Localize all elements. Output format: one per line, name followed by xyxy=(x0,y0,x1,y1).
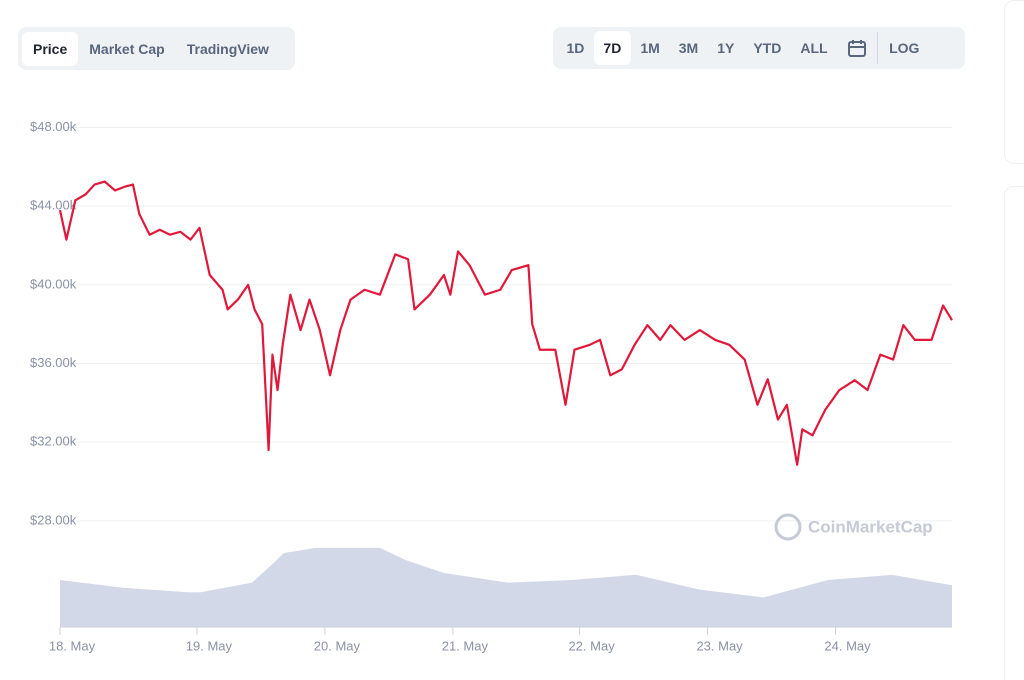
button[interactable]: TradingView xyxy=(186,40,269,57)
button[interactable]: 7D xyxy=(593,31,631,65)
y-tick-label: $36.00k xyxy=(30,355,77,370)
y-tick-label: $28.00k xyxy=(30,512,77,527)
button[interactable]: 3M xyxy=(678,40,699,56)
price-line xyxy=(58,180,953,466)
button[interactable]: 1D xyxy=(566,40,585,56)
x-tick-label: 18. May xyxy=(49,638,96,653)
x-tick-label: 21. May xyxy=(442,638,489,653)
y-tick-label: $40.00k xyxy=(30,276,77,291)
watermark-text: CoinMarketCap xyxy=(808,517,933,536)
x-tick-label: 24. May xyxy=(824,638,871,653)
volume-area xyxy=(60,547,952,627)
x-tick-label: 19. May xyxy=(186,638,233,653)
button[interactable]: 1Y xyxy=(717,40,735,56)
x-tick-label: 22. May xyxy=(568,638,615,653)
tab-group: Price Market Cap TradingView xyxy=(18,27,295,70)
range-group: 1D 7D 1M 3M 1Y YTD ALL LOG xyxy=(553,27,965,69)
side-panel xyxy=(1004,186,1024,680)
x-tick-label: 23. May xyxy=(696,638,743,653)
button[interactable]: ALL xyxy=(800,40,828,56)
y-tick-label: $48.00k xyxy=(30,119,77,134)
y-tick-label: $32.00k xyxy=(30,434,77,449)
button[interactable]: Price xyxy=(22,31,79,66)
calendar-button[interactable] xyxy=(837,32,879,64)
side-panel xyxy=(1004,0,1024,164)
button[interactable]: 1M xyxy=(640,40,660,56)
button[interactable]: Market Cap xyxy=(89,40,165,57)
watermark: CoinMarketCap xyxy=(774,513,933,541)
y-tick-label: $44.00k xyxy=(30,198,77,213)
watermark-logo xyxy=(774,513,802,541)
button[interactable]: YTD xyxy=(753,40,782,56)
calendar-icon xyxy=(848,40,867,57)
chart: $28.00k $32.00k $36.00k $40.00k $44.00k $48.0… xyxy=(30,119,953,653)
button[interactable]: LOG xyxy=(889,40,920,56)
x-tick-label: 20. May xyxy=(314,638,361,653)
